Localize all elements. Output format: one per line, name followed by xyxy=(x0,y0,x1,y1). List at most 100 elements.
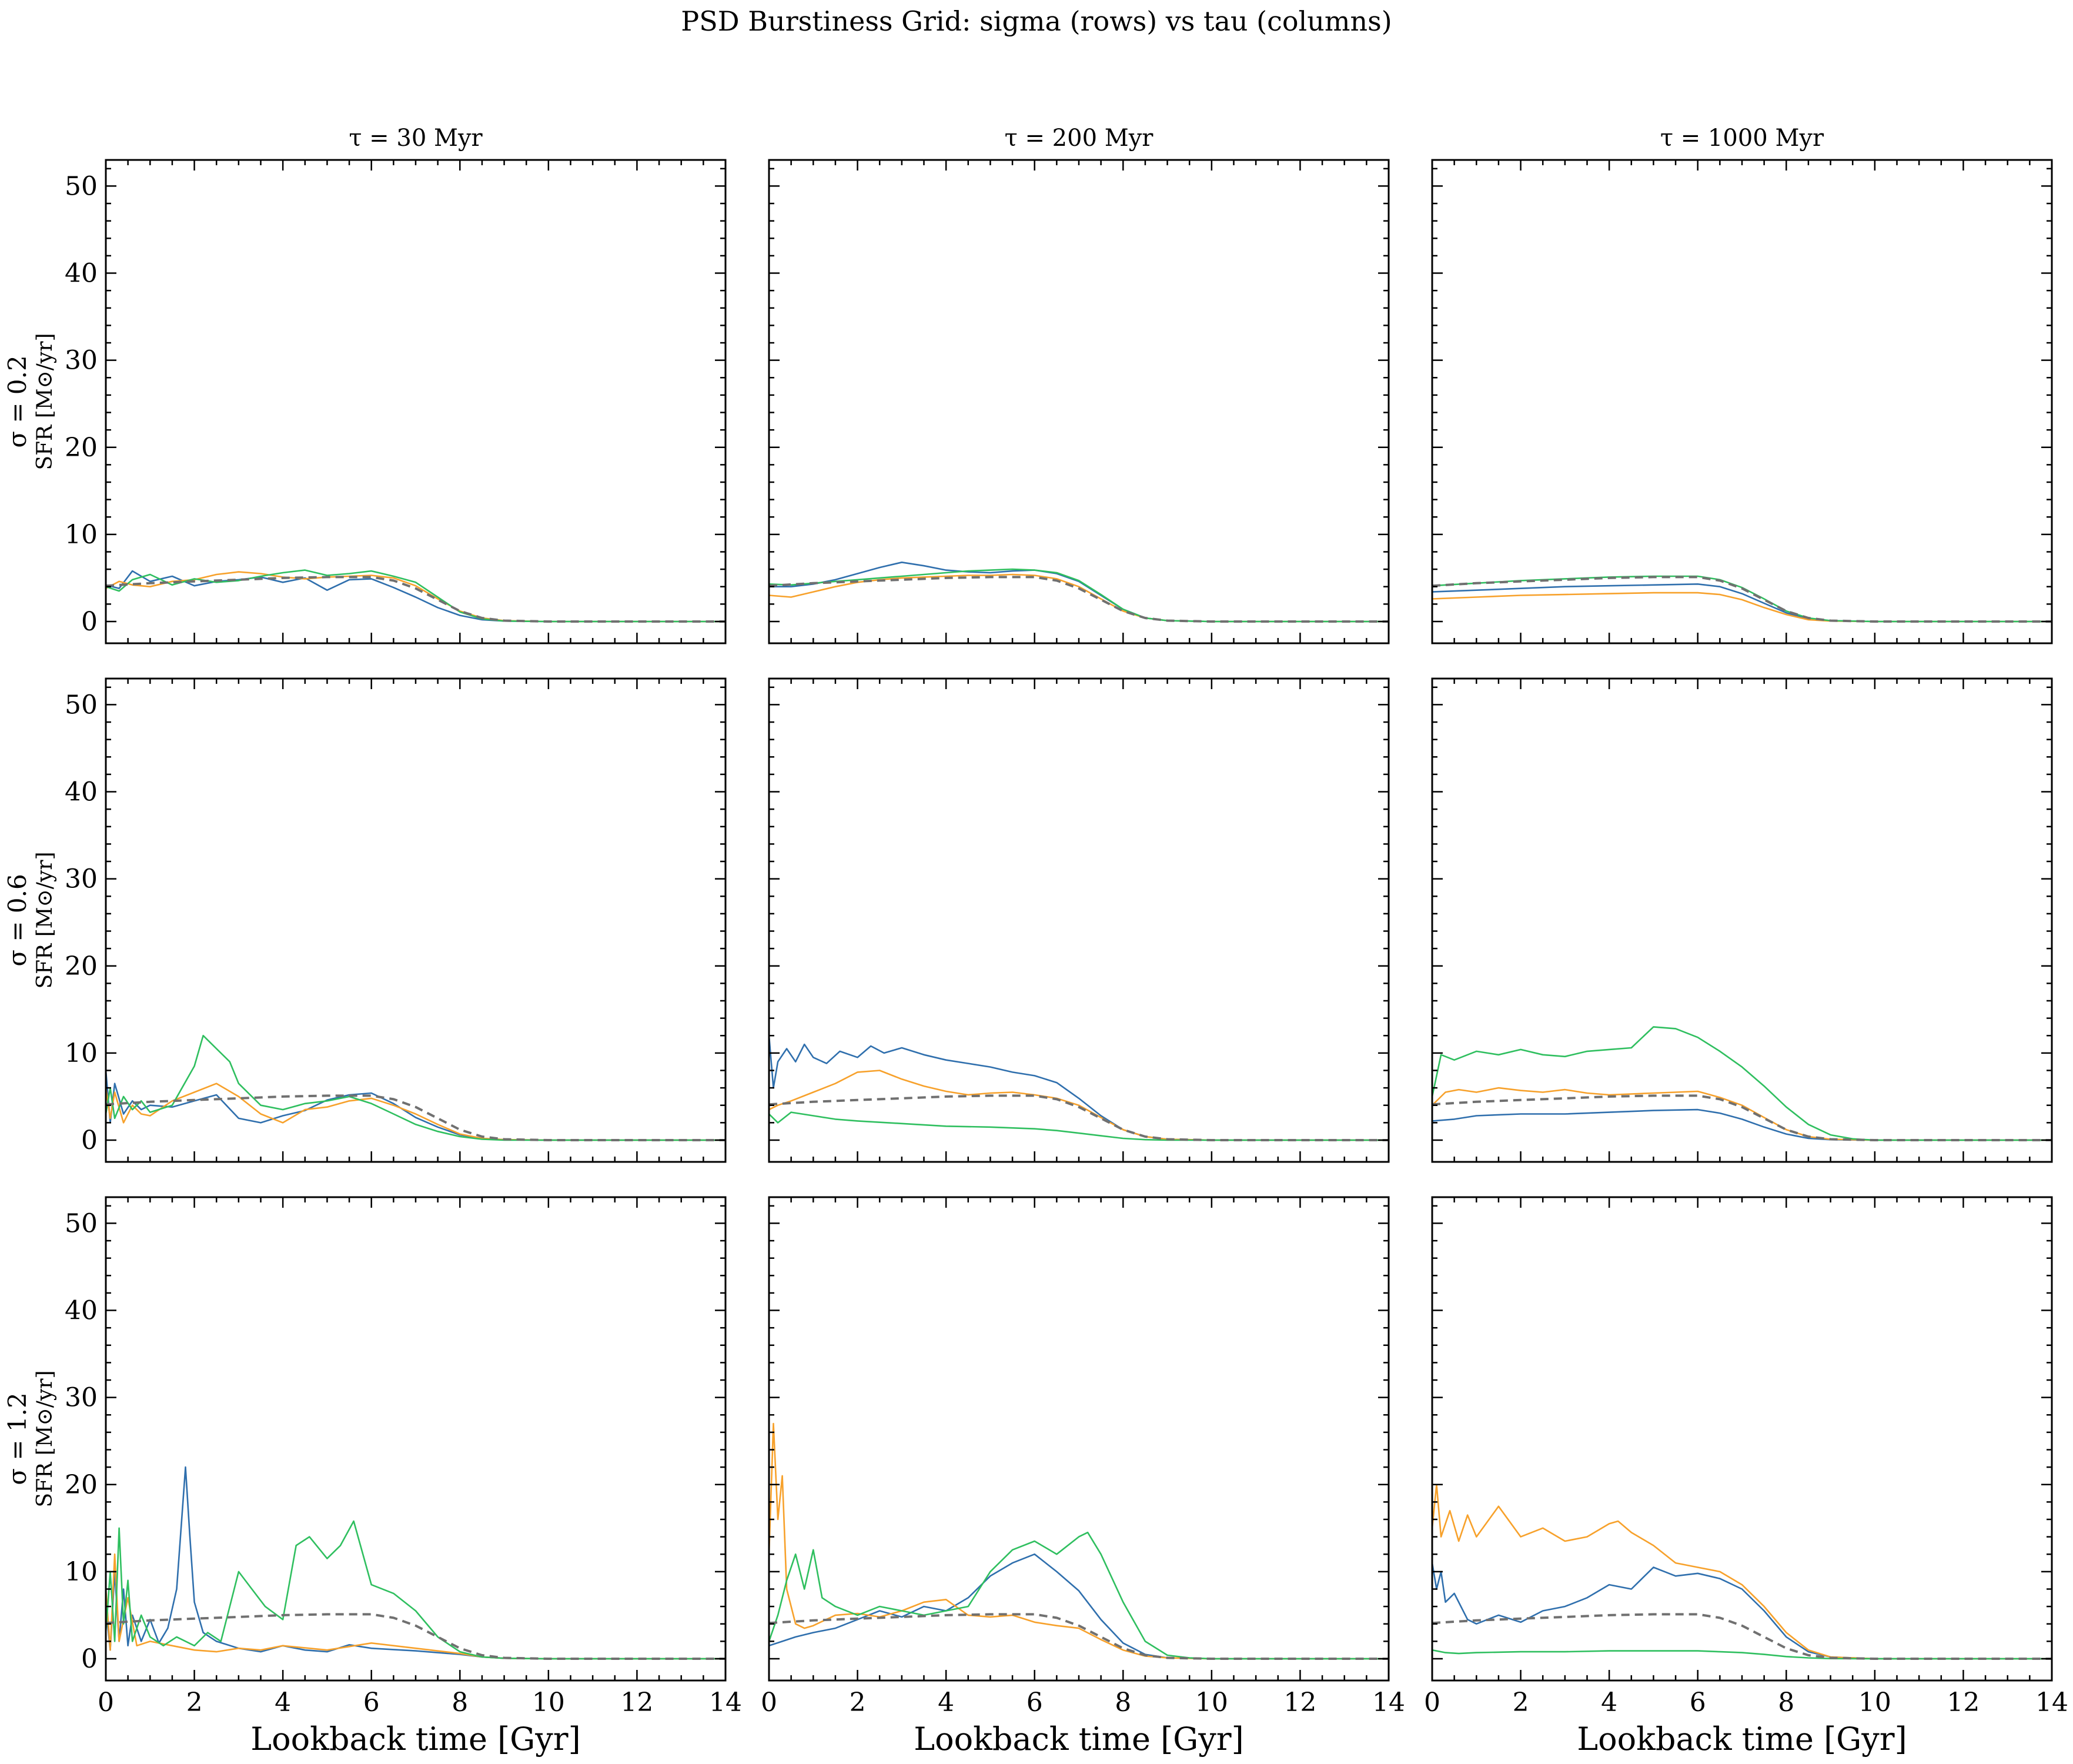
series-line-green xyxy=(1432,575,2052,623)
series-line-green xyxy=(106,1034,725,1141)
x-tick-label: 10 xyxy=(1195,1688,1228,1718)
x-tick-label: 4 xyxy=(275,1688,291,1718)
series-line-green xyxy=(769,1531,1389,1660)
series-line-dashed xyxy=(1432,1613,2052,1660)
series-line-blue xyxy=(769,1553,1389,1660)
x-tick-label: 8 xyxy=(452,1688,468,1718)
axes-frame xyxy=(1431,159,2053,644)
x-tick-label: 12 xyxy=(1947,1688,1980,1718)
series-line-orange xyxy=(106,1553,725,1660)
y-tick-label: 30 xyxy=(65,1383,98,1413)
panel-r0-c1 xyxy=(768,159,1390,644)
y-tick-label: 50 xyxy=(65,171,98,201)
y-axis-label-2: SFR [M⊙/yr] xyxy=(33,1371,57,1508)
axes-frame xyxy=(1431,1196,2053,1682)
x-tick-label: 8 xyxy=(1115,1688,1131,1718)
x-tick-label: 4 xyxy=(938,1688,954,1718)
y-tick-label: 20 xyxy=(65,433,98,463)
series-line-orange xyxy=(106,1083,725,1141)
x-tick-label: 6 xyxy=(1690,1688,1706,1718)
x-axis-label-2: Lookback time [Gyr] xyxy=(1577,1720,1907,1758)
series-group xyxy=(106,1034,725,1141)
x-tick-label: 6 xyxy=(363,1688,380,1718)
x-tick-label: 14 xyxy=(709,1688,742,1718)
x-tick-label: 12 xyxy=(620,1688,653,1718)
series-line-blue xyxy=(106,1466,725,1660)
x-tick-label: 14 xyxy=(2035,1688,2068,1718)
panel-r1-c0: 0 10 20 30 40 50 xyxy=(65,677,727,1163)
series-line-green xyxy=(1432,1649,2052,1660)
series-line-blue xyxy=(769,561,1389,623)
y-axis-label-0: SFR [M⊙/yr] xyxy=(33,333,57,470)
x-tick-label: 2 xyxy=(850,1688,866,1718)
series-line-orange xyxy=(1432,592,2052,623)
series-line-green xyxy=(106,1520,725,1660)
y-axis-label-1: SFR [M⊙/yr] xyxy=(33,852,57,989)
y-tick-label: 0 xyxy=(81,1644,98,1674)
axes-frame xyxy=(105,677,727,1163)
x-axis-label-1: Lookback time [Gyr] xyxy=(914,1720,1243,1758)
series-group xyxy=(769,1035,1389,1141)
figure-title: PSD Burstiness Grid: sigma (rows) vs tau… xyxy=(681,5,1392,37)
series-line-green xyxy=(106,569,725,623)
column-title-2: τ = 1000 Myr xyxy=(1660,125,1824,152)
series-line-dashed xyxy=(106,576,725,623)
x-tick-label: 0 xyxy=(98,1688,114,1718)
series-line-orange xyxy=(1432,1484,2052,1660)
axes-frame xyxy=(768,677,1390,1163)
series-line-dashed xyxy=(769,1094,1389,1141)
y-tick-label: 10 xyxy=(65,1038,98,1068)
row-title-1: σ = 0.6 xyxy=(3,874,32,966)
series-line-orange xyxy=(769,1070,1389,1141)
row-title-2: σ = 1.2 xyxy=(3,1392,32,1485)
y-tick-label: 50 xyxy=(65,690,98,720)
series-line-dashed xyxy=(1432,576,2052,623)
series-group xyxy=(1432,575,2052,623)
y-tick-label: 40 xyxy=(65,1296,98,1326)
x-tick-label: 6 xyxy=(1027,1688,1043,1718)
y-tick-label: 50 xyxy=(65,1208,98,1238)
y-tick-label: 20 xyxy=(65,951,98,981)
panel-r2-c1: 0 2 4 6 8 10 12 14 xyxy=(761,1196,1405,1718)
panel-r2-c0: 0 10 20 30 40 50 0 2 4 6 8 10 12 14 xyxy=(65,1196,742,1718)
axes-frame xyxy=(768,1196,1390,1682)
y-tick-label: 0 xyxy=(81,607,98,637)
column-title-0: τ = 30 Myr xyxy=(349,125,483,152)
series-line-green xyxy=(1432,1026,2052,1141)
x-tick-label: 10 xyxy=(532,1688,565,1718)
y-tick-label: 0 xyxy=(81,1125,98,1155)
series-line-dashed xyxy=(769,576,1389,623)
series-line-blue xyxy=(106,570,725,623)
x-tick-label: 0 xyxy=(761,1688,777,1718)
x-tick-label: 4 xyxy=(1601,1688,1617,1718)
series-line-blue xyxy=(1432,1108,2052,1141)
series-group xyxy=(769,1422,1389,1660)
panel-r0-c2 xyxy=(1431,159,2053,644)
series-line-blue xyxy=(1432,1562,2052,1660)
x-tick-label: 8 xyxy=(1778,1688,1794,1718)
series-group xyxy=(106,569,725,623)
series-line-green xyxy=(769,568,1389,623)
axes-frame xyxy=(768,159,1390,644)
x-axis-label-0: Lookback time [Gyr] xyxy=(250,1720,580,1758)
panel-r1-c2 xyxy=(1431,677,2053,1163)
y-tick-label: 10 xyxy=(65,520,98,550)
series-line-blue xyxy=(106,1070,725,1141)
series-group xyxy=(1432,1026,2052,1141)
series-line-dashed xyxy=(106,1094,725,1141)
x-tick-label: 0 xyxy=(1424,1688,1440,1718)
panel-r0-c0: 0 10 20 30 40 50 xyxy=(65,159,727,644)
y-tick-label: 20 xyxy=(65,1470,98,1500)
x-tick-label: 2 xyxy=(186,1688,203,1718)
series-group xyxy=(106,1466,725,1660)
panel-r1-c1 xyxy=(768,677,1390,1163)
y-tick-label: 30 xyxy=(65,346,98,376)
x-tick-label: 2 xyxy=(1513,1688,1529,1718)
series-line-dashed xyxy=(106,1613,725,1660)
x-tick-label: 12 xyxy=(1283,1688,1316,1718)
series-group xyxy=(1432,1484,2052,1660)
panel-r2-c2: 0 2 4 6 8 10 12 14 xyxy=(1424,1196,2068,1718)
series-line-green xyxy=(769,1111,1389,1141)
